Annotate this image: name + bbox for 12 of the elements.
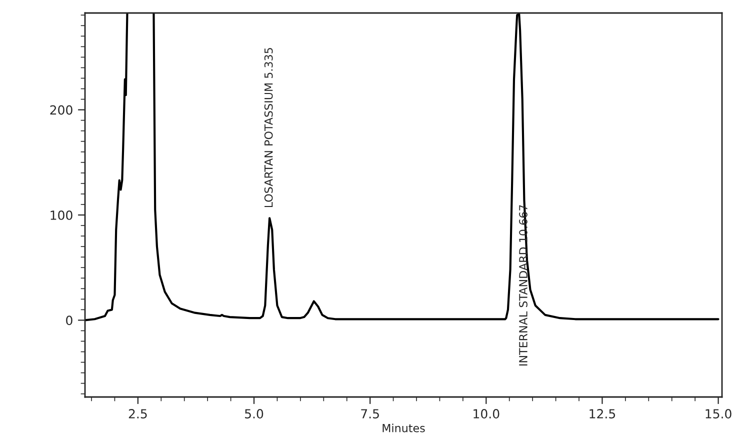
y-tick-label: 100 — [50, 210, 72, 220]
x-tick-label: 2.5 — [128, 409, 147, 418]
x-tick-label: 12.5 — [590, 409, 616, 418]
x-tick-label: 15.0 — [706, 409, 732, 418]
annotation: INTERNAL STANDARD 10.667 — [519, 205, 528, 366]
y-tick-label: 200 — [50, 105, 72, 115]
x-tick-label: 7.5 — [361, 409, 379, 418]
annotation: LOSARTAN POTASSIUM 5.335 — [264, 48, 273, 208]
x-tick-label: 10.0 — [474, 409, 500, 418]
y-tick-label: 0 — [66, 316, 72, 326]
x-tick-label: 5.0 — [245, 409, 264, 418]
x-axis-title: Minutes — [382, 424, 425, 432]
